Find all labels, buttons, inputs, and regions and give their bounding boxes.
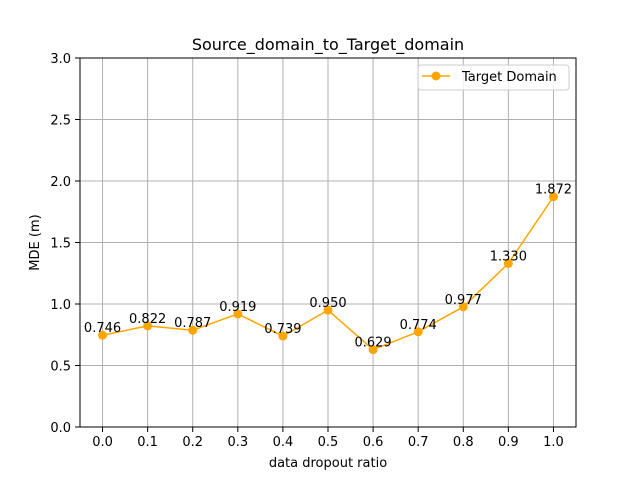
data-point (458, 302, 468, 312)
x-tick-label: 1.0 (543, 435, 564, 450)
data-label: 0.746 (84, 321, 121, 336)
data-labels: 0.746 0.822 0.787 0.919 0.739 0.950 0.629 0.774… (84, 183, 572, 351)
x-tick-label: 0.7 (408, 435, 429, 450)
y-axis-label: MDE (m) (28, 214, 43, 270)
data-point (98, 330, 108, 340)
y-tick-label: 0.5 (50, 360, 71, 375)
x-tick-label: 0.6 (363, 435, 384, 450)
x-tick-label: 0.0 (92, 435, 113, 450)
x-tick-label: 0.9 (498, 435, 519, 450)
data-point (233, 309, 243, 319)
chart-title: Source_domain_to_Target_domain (192, 35, 464, 55)
data-label: 0.977 (445, 293, 482, 308)
y-tick-label: 3.0 (50, 52, 71, 67)
data-label: 0.822 (129, 312, 166, 327)
x-axis-label: data dropout ratio (269, 456, 387, 471)
x-tick-label: 0.3 (227, 435, 248, 450)
grid (80, 57, 576, 428)
y-tick-label: 0.0 (50, 421, 71, 436)
x-axis: 0.0 0.1 0.2 0.3 0.4 0.5 0.6 0.7 0.8 0.9 1.0 (92, 427, 564, 450)
x-tick-label: 0.5 (318, 435, 339, 450)
y-axis: 0.0 0.5 1.0 1.5 2.0 2.5 3.0 (50, 52, 80, 436)
data-point (548, 192, 558, 202)
y-tick-label: 1.0 (50, 298, 71, 313)
legend-box (417, 64, 570, 91)
x-tick-label: 0.1 (137, 435, 158, 450)
data-label: 0.919 (219, 300, 256, 315)
data-point (188, 325, 198, 335)
data-point (368, 345, 378, 355)
data-label: 0.787 (174, 316, 211, 331)
y-tick-label: 2.0 (50, 175, 71, 190)
x-tick-label: 0.8 (453, 435, 474, 450)
x-tick-label: 0.4 (273, 435, 294, 450)
legend-entry-target-domain: Target Domain (461, 70, 557, 85)
legend: Target Domain (417, 64, 570, 91)
data-point (413, 327, 423, 337)
data-point (503, 258, 513, 268)
legend-marker (431, 71, 441, 81)
data-label: 0.739 (264, 322, 301, 337)
y-tick-label: 2.5 (50, 114, 71, 129)
series-layer (98, 192, 558, 355)
data-point (143, 321, 153, 331)
data-label: 1.330 (490, 249, 527, 264)
data-label: 0.629 (354, 336, 391, 351)
data-point (278, 331, 288, 341)
data-point (323, 305, 333, 315)
x-tick-label: 0.2 (182, 435, 203, 450)
data-label: 0.950 (309, 296, 346, 311)
y-tick-label: 1.5 (50, 237, 71, 252)
data-label: 1.872 (535, 183, 572, 198)
data-label: 0.774 (400, 318, 437, 333)
